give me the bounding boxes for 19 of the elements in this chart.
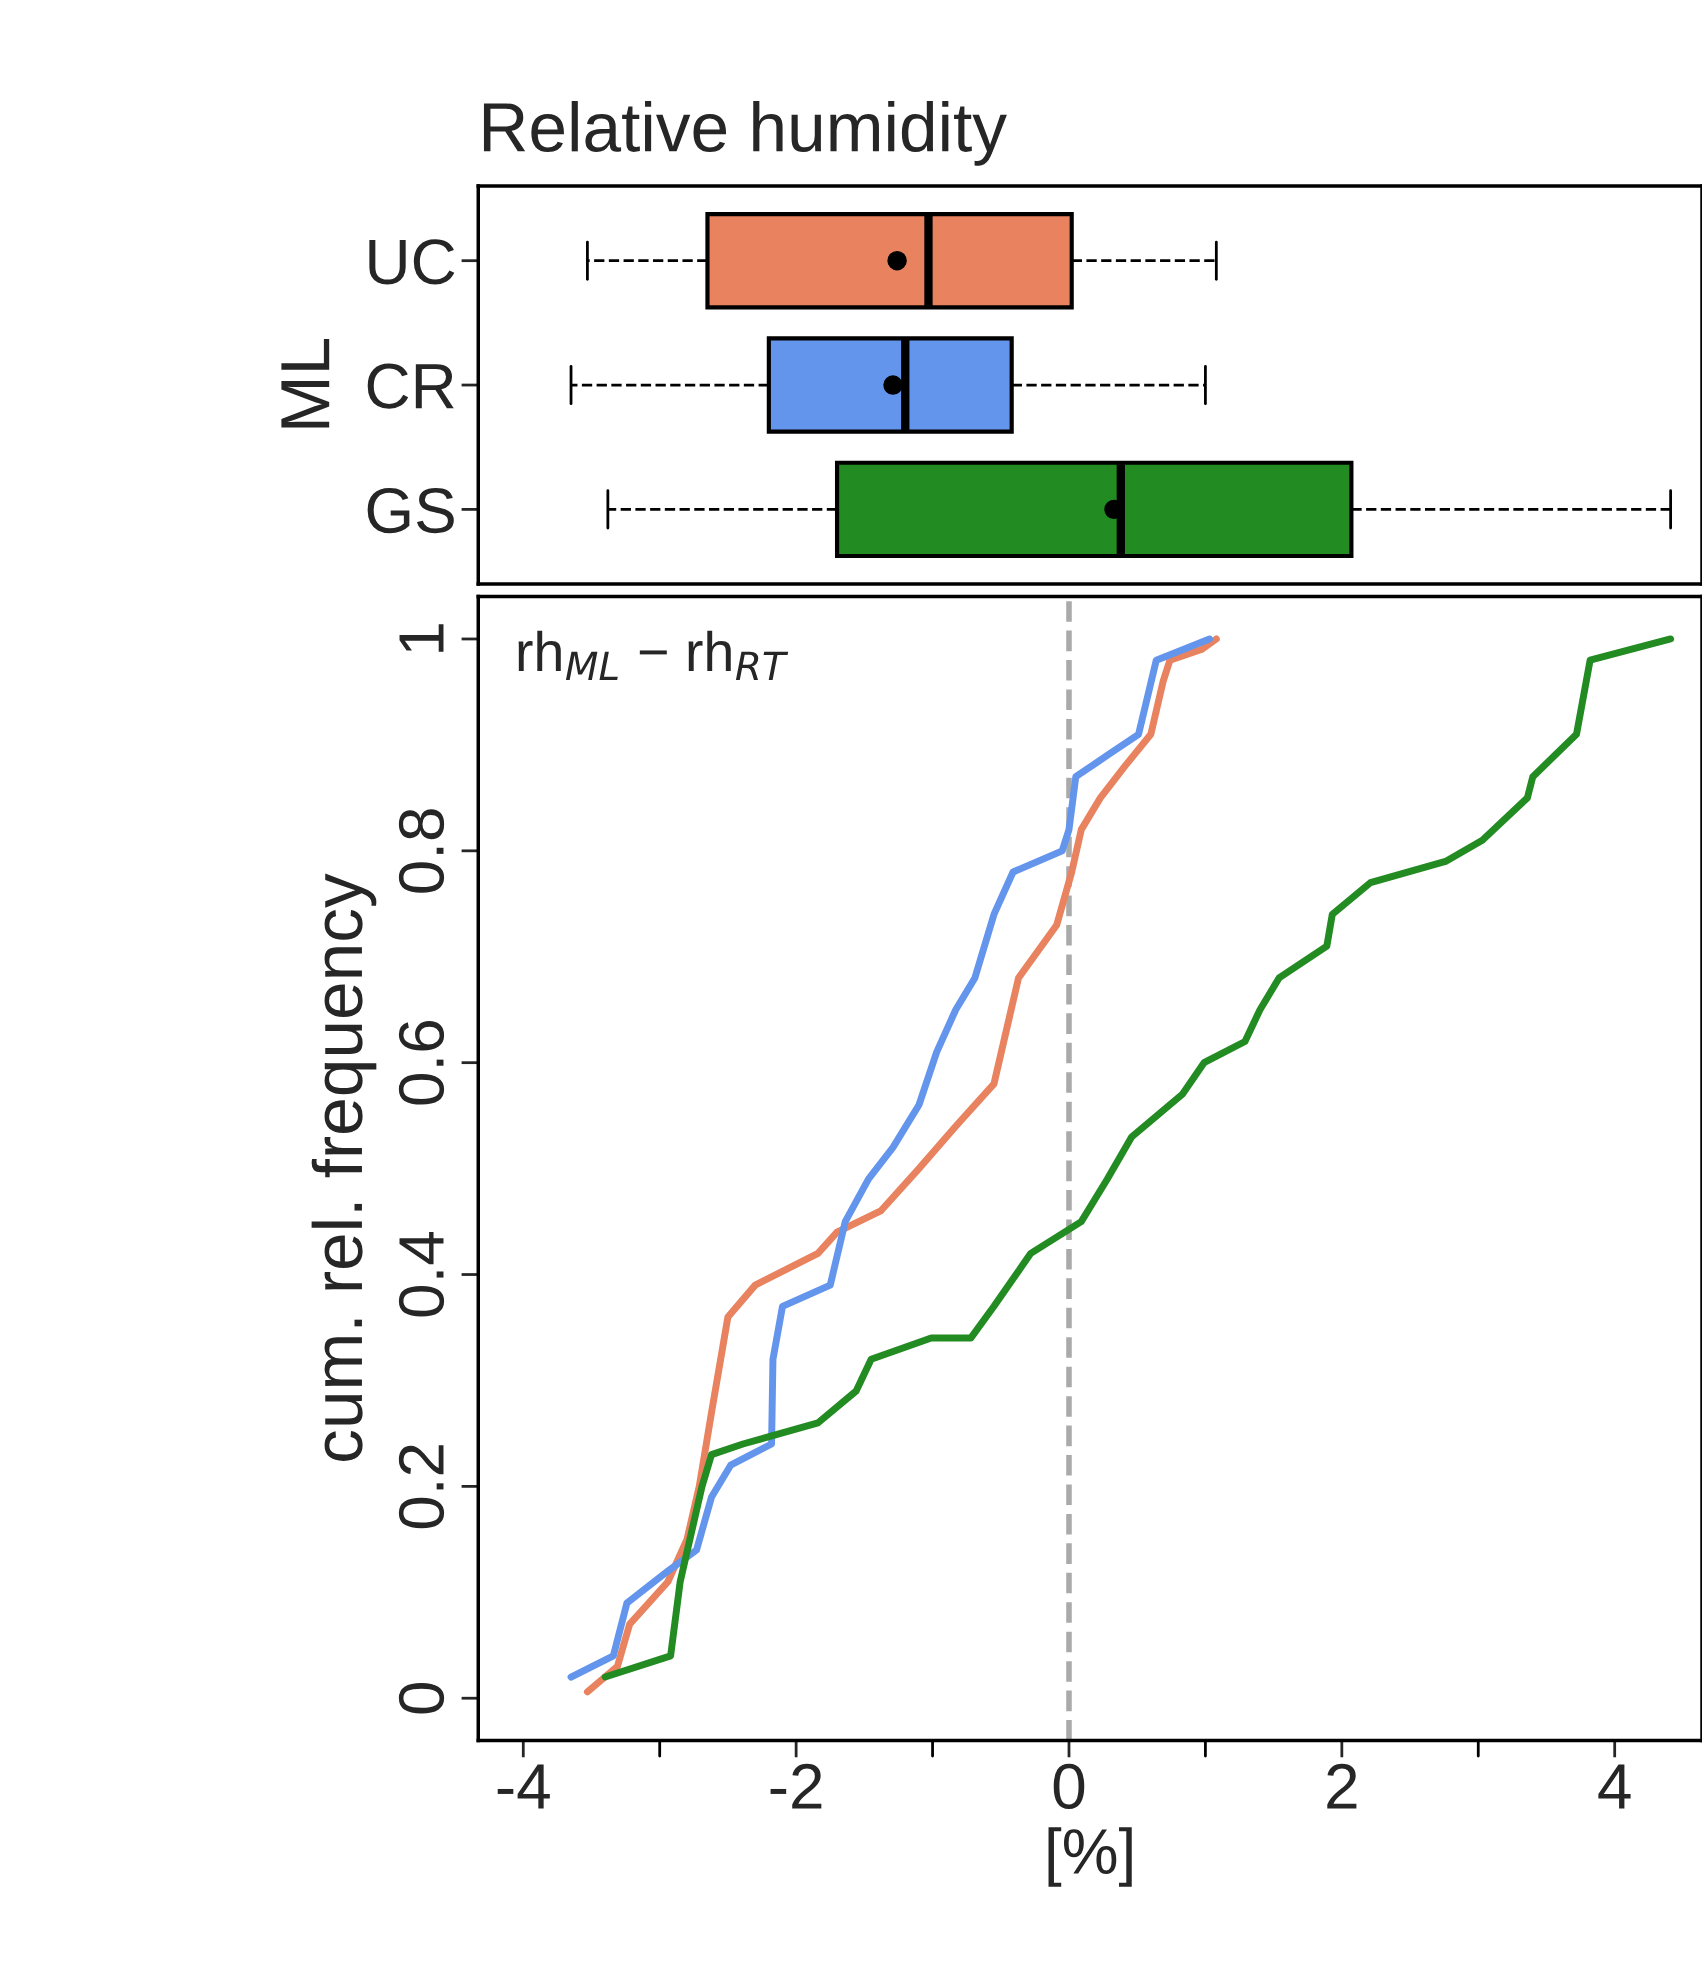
y-axis-title: ML <box>281 339 330 428</box>
y-axis-title: cum. rel. frequency <box>311 873 377 1461</box>
y-tick-label: 0.2 <box>398 1445 445 1529</box>
x-tick-label: -4 <box>497 1764 550 1809</box>
y-tick-label: UC <box>369 239 455 285</box>
x-tick-label: 0 <box>1053 1763 1085 1810</box>
annotation: rh$_{ML}$ − rh$_{RT}$ <box>518 630 789 681</box>
y-tick-label: CR <box>367 363 454 409</box>
y-tick-label: 0.4 <box>398 1231 445 1317</box>
y-tick-label: 1 <box>399 624 444 652</box>
y-tick-label: 0.8 <box>398 809 445 893</box>
x-tick-label: -2 <box>770 1763 822 1809</box>
y-tick-label: 0.6 <box>398 1021 445 1105</box>
y-tick-label: 0 <box>398 1682 445 1714</box>
x-tick-label: 2 <box>1327 1763 1357 1809</box>
y-tick-label: GS <box>367 487 454 534</box>
chart-title: Relative humidity <box>483 101 1007 166</box>
x-axis-title: [%] <box>1048 1827 1132 1887</box>
x-tick-label: 4 <box>1598 1764 1631 1809</box>
